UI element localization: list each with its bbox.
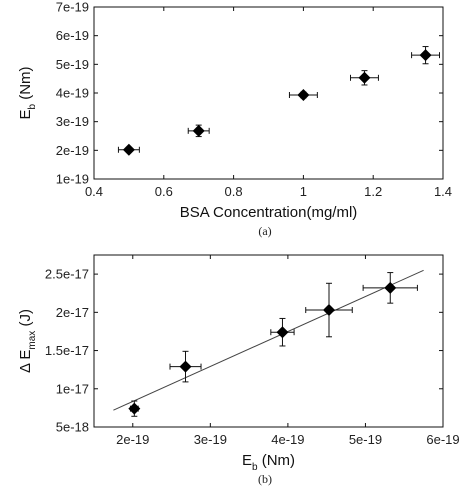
x-axis-label: BSA Concentration(mg/ml): [180, 204, 358, 221]
y-axis-label-unit: (Nm): [17, 66, 34, 104]
x-tick-label: 1.2: [364, 184, 382, 199]
data-point-marker: [192, 124, 205, 137]
x-tick-label: 0.4: [85, 184, 103, 199]
fit-line: [113, 269, 424, 411]
y-axis-label-main: E: [17, 110, 34, 120]
chart-a: 0.4 0.6 0.8 1 1.2 1.4 1e-19 2e-19 3e-19 4e-19 5e-1…: [17, 0, 452, 238]
x-axis-label: Eb (Nm): [242, 452, 295, 473]
x-tick-label: 1.4: [434, 184, 452, 199]
x-tick-label: 6e-19: [426, 432, 459, 447]
data-point-marker: [179, 360, 192, 373]
y-tick-label: 2.5e-17: [45, 267, 89, 282]
plot-frame: [93, 254, 444, 428]
figure-caption: (a): [258, 224, 271, 238]
y-axis-label-sub: max: [27, 331, 38, 350]
chart-b: 2e-19 3e-19 4e-19 5e-19 6e-19 5e-18 1e-17 1.5e-…: [17, 254, 460, 486]
x-tick-label: 5e-19: [349, 432, 382, 447]
x-tick-label: 1: [300, 184, 307, 199]
data-point-marker: [276, 326, 289, 339]
x-axis-label-unit: (Nm): [258, 452, 296, 469]
y-tick-label: 3e-19: [56, 114, 89, 129]
y-tick-label: 1.5e-17: [45, 343, 89, 358]
y-tick-label: 2e-19: [56, 143, 89, 158]
x-tick-label: 3e-19: [194, 432, 227, 447]
x-tick-label: 2e-19: [116, 432, 149, 447]
figure-caption: (b): [258, 472, 272, 486]
x-axis-label-sub: b: [252, 462, 258, 473]
data-point-marker: [297, 89, 310, 102]
y-axis-label-main: Δ E: [17, 350, 34, 373]
x-tick-label: 0.8: [225, 184, 243, 199]
y-tick-label: 1e-19: [56, 172, 89, 187]
y-tick-label: 5e-19: [56, 57, 89, 72]
y-axis-label-unit: (J): [17, 309, 34, 331]
y-tick-label: 2e-17: [56, 305, 89, 320]
x-tick-label: 0.6: [155, 184, 173, 199]
y-tick-label: 5e-18: [56, 420, 89, 435]
x-axis-label-main: E: [242, 452, 252, 469]
data-point-marker: [358, 71, 371, 84]
y-tick-label: 1e-17: [56, 381, 89, 396]
x-tick-label: 4e-19: [271, 432, 304, 447]
y-axis-label: Eb (Nm): [17, 66, 38, 119]
data-point-marker: [122, 143, 135, 156]
data-point-marker: [128, 402, 141, 415]
y-tick-label: 7e-19: [56, 0, 89, 15]
y-tick-label: 6e-19: [56, 28, 89, 43]
plot-frame: [93, 6, 444, 180]
data-point-marker: [419, 49, 432, 62]
y-axis-label: Δ Emax (J): [17, 309, 38, 373]
data-point-marker: [322, 304, 335, 317]
y-axis-label-sub: b: [27, 104, 38, 110]
data-point-marker: [384, 281, 397, 294]
y-tick-label: 4e-19: [56, 86, 89, 101]
